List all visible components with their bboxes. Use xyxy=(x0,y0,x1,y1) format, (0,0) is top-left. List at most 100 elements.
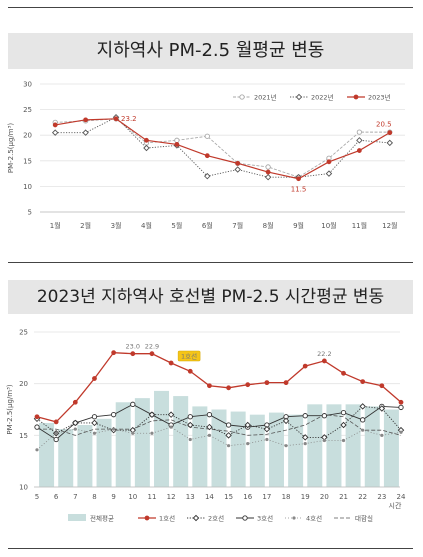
c2-bar xyxy=(230,411,246,487)
c2-bar xyxy=(383,409,399,487)
c2-bar xyxy=(154,390,170,487)
c2-point xyxy=(244,421,251,429)
c2-point xyxy=(187,368,193,374)
c1-xtick: 3월 xyxy=(111,221,122,230)
c2-point xyxy=(149,351,155,357)
c2-point xyxy=(245,382,251,388)
c1-point xyxy=(296,176,301,182)
c1-xtick: 2월 xyxy=(80,221,91,230)
c2-ytick: 20 xyxy=(19,380,28,388)
c2-point xyxy=(321,413,328,419)
c2-xtick: 16 xyxy=(243,493,252,501)
c2-callout-label: 1호선 xyxy=(181,352,197,361)
c1-point xyxy=(52,122,58,128)
c2-data-label: 22.2 xyxy=(317,350,331,358)
c2-xtick: 8 xyxy=(92,493,96,501)
c2-point xyxy=(112,427,116,431)
c2-series-line xyxy=(36,403,402,441)
c2-point xyxy=(207,433,212,437)
c2-point xyxy=(92,376,97,381)
c1-series-line xyxy=(55,118,391,180)
c2-bar xyxy=(211,409,227,487)
c2-xtick: 14 xyxy=(205,493,214,501)
c1-point xyxy=(264,173,272,181)
c2-point xyxy=(187,414,193,420)
c1-point xyxy=(51,129,59,136)
chart1-plot: 5 10 15 20 25 30 1월 2월 3월 4월 5월 6월 7월 8월 9월 10월 11월 12월 PM… xyxy=(7,81,405,230)
c1-ytick: 15 xyxy=(23,157,32,165)
c2-point xyxy=(226,385,231,391)
c1-xtick: 5월 xyxy=(171,221,182,230)
c1-point xyxy=(174,137,180,143)
c2-point xyxy=(206,423,213,431)
c2-point xyxy=(34,414,40,420)
c2-legend-bar xyxy=(68,514,86,521)
c1-point xyxy=(204,133,210,139)
c2-ytick: 10 xyxy=(19,484,28,492)
c1-legend-label: 2022년 xyxy=(311,93,334,102)
c2-point xyxy=(264,380,270,386)
c2-point xyxy=(322,438,326,443)
c2-point xyxy=(54,431,58,435)
c2-bar xyxy=(307,404,323,487)
c1-point xyxy=(235,160,241,166)
c2-ylabel: PM-2.5(μg/m³) xyxy=(6,384,14,435)
c2-xtick: 12 xyxy=(167,493,176,501)
c1-point xyxy=(356,129,363,135)
c2-xtick: 11 xyxy=(147,493,156,501)
c1-point xyxy=(265,164,271,170)
c2-point xyxy=(303,442,307,446)
c2-point xyxy=(92,431,97,435)
top-divider xyxy=(8,7,413,8)
c2-xtick: 5 xyxy=(35,493,39,501)
c2-point xyxy=(246,442,250,446)
c1-xtick: 8월 xyxy=(263,221,274,230)
c2-bar xyxy=(364,406,380,487)
c2-xlabel: 시간 xyxy=(389,501,402,510)
c1-series-line xyxy=(55,116,390,178)
c2-xtick: 23 xyxy=(377,493,386,501)
c2-data-label: 22.9 xyxy=(145,343,159,351)
c2-point xyxy=(188,437,192,442)
c1-ylabel: PM-2.5(μg/m³) xyxy=(7,123,15,174)
c2-bar xyxy=(96,418,112,487)
c1-point xyxy=(174,142,180,147)
c2-point xyxy=(282,417,290,425)
c2-legend-label: 3호선 xyxy=(257,514,273,523)
c2-point xyxy=(360,379,366,384)
c1-series-line xyxy=(55,118,390,178)
c2-point xyxy=(53,436,59,443)
c2-point xyxy=(379,383,385,389)
c1-point xyxy=(234,166,241,173)
c2-point xyxy=(225,422,232,428)
c2-point xyxy=(148,411,156,418)
c1-ytick: 30 xyxy=(23,81,32,89)
c1-xtick: 9월 xyxy=(293,221,304,230)
c2-bar xyxy=(288,414,304,487)
c2-point xyxy=(130,401,136,407)
c2-xtick: 9 xyxy=(111,493,115,501)
c1-ytick: 20 xyxy=(23,132,32,140)
c1-legend-label: 2023년 xyxy=(368,93,391,102)
c2-legend-marker xyxy=(144,515,150,521)
c2-point xyxy=(361,428,365,432)
c2-xtick: 22 xyxy=(358,493,367,501)
chart2-plot: 10 15 20 25 5 6 7 8 9 10 11 12 13 14 15 16 17 18 19 20 21 22 2… xyxy=(6,329,406,523)
c2-point xyxy=(91,419,98,427)
c2-xtick: 24 xyxy=(397,493,406,501)
c2-point xyxy=(130,351,136,357)
c2-point xyxy=(187,421,194,429)
c2-point xyxy=(225,432,232,439)
c2-xtick: 15 xyxy=(224,493,233,501)
c2-point xyxy=(341,438,346,443)
c2-callout-box xyxy=(177,350,201,362)
c2-point xyxy=(206,412,213,418)
c2-ytick: 25 xyxy=(19,329,28,337)
c2-bar xyxy=(268,412,284,487)
c2-point xyxy=(91,414,98,420)
c1-point xyxy=(326,159,332,165)
c2-point xyxy=(226,444,231,448)
c2-bar xyxy=(58,429,74,487)
c2-legend-marker xyxy=(292,516,296,520)
c1-point xyxy=(144,137,149,143)
